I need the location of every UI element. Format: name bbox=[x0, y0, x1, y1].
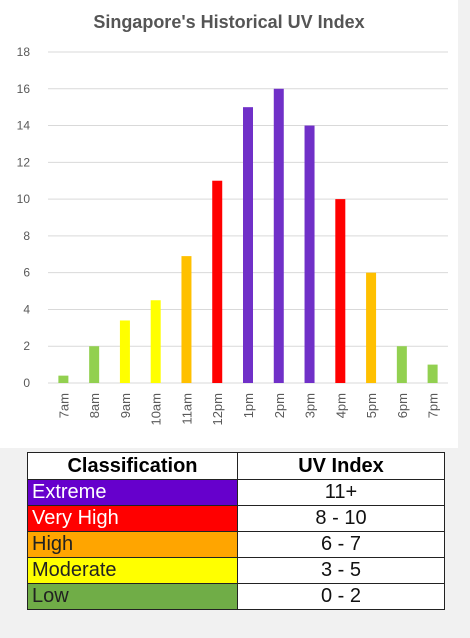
chart-title: Singapore's Historical UV Index bbox=[93, 12, 365, 32]
y-tick-label: 0 bbox=[23, 376, 30, 390]
x-tick-label: 6pm bbox=[395, 393, 410, 418]
x-tick-label: 5pm bbox=[364, 393, 379, 418]
uv-bar-chart: 0 2 4 6 8 10 12 14 16 18 7am 8am 9am 10am 11am 12pm 1pm 2… bbox=[17, 45, 448, 426]
table-row: Moderate 3 - 5 bbox=[27, 557, 445, 584]
x-tick-label: 7am bbox=[56, 393, 71, 418]
table-row: High 6 - 7 bbox=[27, 531, 445, 558]
bar-5pm bbox=[366, 272, 377, 383]
y-tick-label: 10 bbox=[17, 192, 31, 206]
y-tick-label: 2 bbox=[23, 339, 30, 353]
x-tick-label: 4pm bbox=[333, 393, 348, 418]
bar-7am bbox=[58, 375, 69, 383]
x-tick-label: 1pm bbox=[241, 393, 256, 418]
bar-4pm bbox=[335, 199, 346, 383]
y-tick-label: 14 bbox=[17, 119, 31, 133]
uv-range-cell: 6 - 7 bbox=[237, 531, 445, 558]
table-header-row: Classification UV Index bbox=[27, 452, 445, 480]
bar-10am bbox=[150, 300, 161, 383]
x-tick-label: 3pm bbox=[303, 393, 318, 418]
x-tick-label: 11am bbox=[179, 393, 194, 425]
classification-cell: Extreme bbox=[27, 479, 238, 506]
table-row: Very High 8 - 10 bbox=[27, 505, 445, 532]
bar-9am bbox=[119, 320, 130, 383]
y-tick-label: 16 bbox=[17, 82, 31, 96]
classification-cell: Very High bbox=[27, 505, 238, 532]
y-tick-label: 8 bbox=[23, 229, 30, 243]
classification-cell: Low bbox=[27, 583, 238, 610]
y-tick-label: 4 bbox=[23, 302, 30, 316]
header-uv-index: UV Index bbox=[237, 452, 445, 480]
uv-range-cell: 0 - 2 bbox=[237, 583, 445, 610]
uv-range-cell: 3 - 5 bbox=[237, 557, 445, 584]
x-tick-label: 9am bbox=[118, 393, 133, 418]
classification-cell: High bbox=[27, 531, 238, 558]
bar-11am bbox=[181, 256, 192, 383]
x-tick-label: 7pm bbox=[426, 393, 441, 418]
bar-6pm bbox=[396, 346, 407, 383]
bar-8am bbox=[89, 346, 100, 383]
uv-classification-table: Classification UV Index Extreme 11+ Very H… bbox=[27, 452, 445, 610]
uv-range-cell: 8 - 10 bbox=[237, 505, 445, 532]
bar-2pm bbox=[273, 88, 284, 384]
bar-12pm bbox=[212, 180, 223, 383]
header-classification: Classification bbox=[27, 452, 238, 480]
bar-1pm bbox=[243, 107, 253, 384]
chart-panel: 0 2 4 6 8 10 12 14 16 18 7am 8am 9am 10am 11am 12pm 1pm 2… bbox=[0, 0, 458, 448]
table-row: Extreme 11+ bbox=[27, 479, 445, 506]
y-tick-label: 12 bbox=[17, 155, 31, 169]
bar-7pm bbox=[427, 364, 438, 383]
bar-3pm bbox=[304, 125, 315, 384]
x-tick-label: 2pm bbox=[272, 393, 287, 418]
x-tick-label: 12pm bbox=[210, 393, 225, 426]
table-row: Low 0 - 2 bbox=[27, 583, 445, 610]
y-tick-label: 18 bbox=[17, 45, 31, 59]
x-tick-label: 10am bbox=[149, 393, 164, 426]
classification-cell: Moderate bbox=[27, 557, 238, 584]
y-tick-label: 6 bbox=[23, 266, 30, 280]
x-tick-label: 8am bbox=[87, 393, 102, 418]
uv-range-cell: 11+ bbox=[237, 479, 445, 506]
